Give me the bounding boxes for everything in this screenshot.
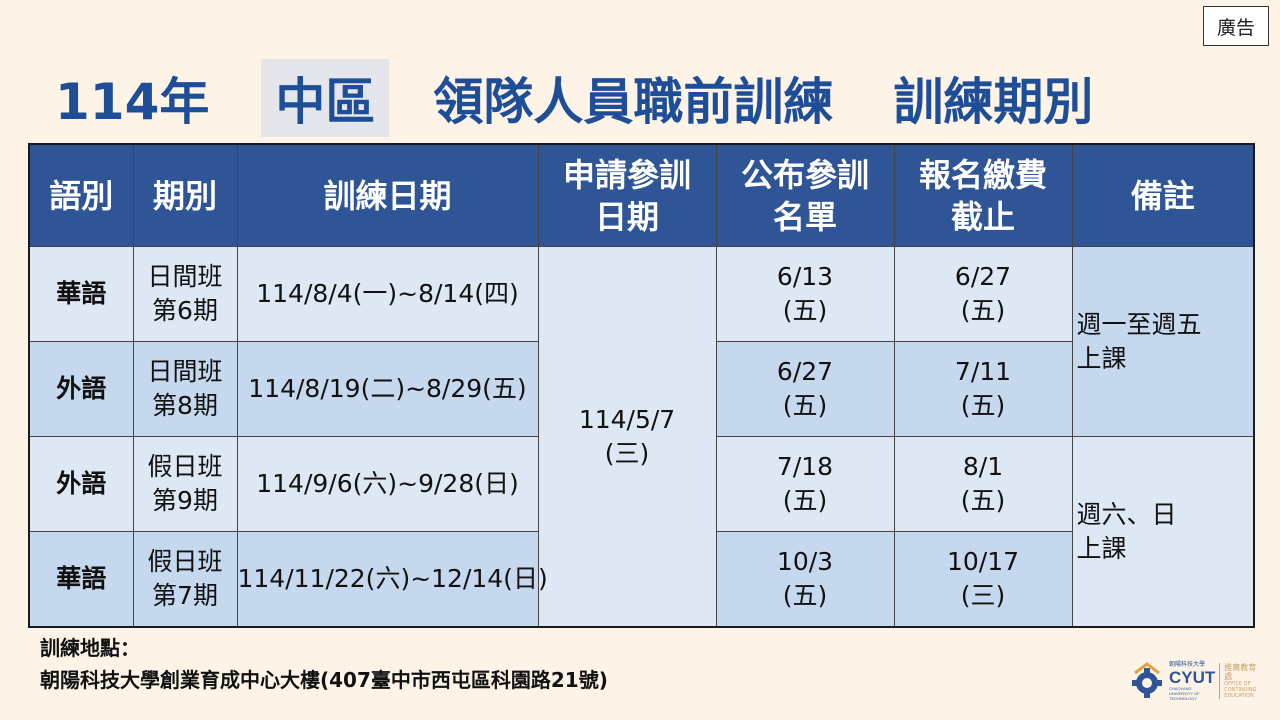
period-class: 日間班: [147, 357, 223, 386]
publish-weekday: (五): [782, 486, 828, 515]
training-location: 訓練地點： 朝陽科技大學創業育成中心大樓(407臺中市西屯區科園路21號): [40, 632, 608, 696]
publish-date: 7/18: [776, 452, 834, 481]
table-row: 華語 假日班 第7期 114/11/22(六)~12/14(日) 10/3 (五…: [28, 531, 1254, 628]
cell-apply-date: 114/5/7 (三): [537, 246, 717, 628]
header-line-1: 公布參訓: [740, 155, 869, 194]
cell-publish-date: 10/3 (五): [715, 531, 895, 628]
cell-training-dates: 114/8/4(一)~8/14(四): [236, 246, 539, 342]
cell-language: 外語: [28, 436, 134, 532]
cell-training-dates: 114/8/19(二)~8/29(五): [236, 341, 539, 437]
note-line-2: 上課: [1076, 533, 1127, 563]
deadline-date: 8/1: [962, 452, 1004, 481]
cell-note: 週一至週五 上課: [1071, 246, 1255, 437]
note-line-2: 上課: [1076, 343, 1127, 373]
title-subject: 訓練期別: [893, 73, 1094, 131]
period-class: 假日班: [147, 452, 223, 481]
header-line-1: 申請參訓: [562, 155, 691, 194]
publish-weekday: (五): [782, 581, 828, 610]
location-label: 訓練地點：: [40, 636, 140, 660]
header-training-dates: 訓練日期: [236, 143, 539, 247]
cell-language: 華語: [28, 531, 134, 628]
cell-language: 外語: [28, 341, 134, 437]
title-year: 114年: [55, 73, 210, 131]
cell-publish-date: 6/13 (五): [715, 246, 895, 342]
cell-publish-date: 6/27 (五): [715, 341, 895, 437]
cell-training-dates: 114/9/6(六)~9/28(日): [236, 436, 539, 532]
header-period: 期別: [132, 143, 238, 247]
table-row: 外語 假日班 第9期 114/9/6(六)~9/28(日) 7/18 (五) 8…: [28, 436, 1255, 628]
cell-deadline: 7/11 (五): [893, 341, 1073, 437]
cell-period: 假日班 第9期: [132, 436, 238, 532]
cell-language: 華語: [28, 246, 134, 342]
logo-office: 推廣教育處 OFFICE OF CONTINUING EDUCATION: [1219, 663, 1262, 699]
header-payment-deadline: 報名繳費 截止: [893, 143, 1073, 247]
header-publish-list: 公布參訓 名單: [715, 143, 895, 247]
table-header-row: 語別 期別 訓練日期 申請參訓 日期 公布參訓 名單 報名繳費 截止 備註: [28, 143, 1255, 247]
cell-publish-date: 7/18 (五): [715, 436, 895, 532]
location-address: 朝陽科技大學創業育成中心大樓(407臺中市西屯區科園路21號): [40, 668, 608, 692]
deadline-weekday: (五): [960, 296, 1006, 325]
cell-period: 日間班 第6期: [132, 246, 238, 342]
cell-note: 週六、日 上課: [1071, 436, 1255, 628]
cell-deadline: 8/1 (五): [893, 436, 1073, 532]
logo-text: 朝陽科技大學 CYUT CHAOYANG UNIVERSITY OF TECHN…: [1169, 661, 1216, 701]
deadline-weekday: (三): [960, 581, 1006, 610]
deadline-weekday: (五): [960, 391, 1006, 420]
deadline-date: 7/11: [954, 357, 1012, 386]
cell-training-dates: 114/11/22(六)~12/14(日): [236, 531, 548, 628]
deadline-date: 10/17: [946, 547, 1020, 576]
note-line-1: 週六、日: [1076, 499, 1177, 529]
cell-period: 假日班 第7期: [132, 531, 238, 628]
header-notes: 備註: [1071, 143, 1255, 247]
schedule-table: 語別 期別 訓練日期 申請參訓 日期 公布參訓 名單 報名繳費 截止 備註 華語 日間…: [28, 143, 1255, 628]
header-line-1: 報名繳費: [918, 155, 1047, 194]
publish-date: 6/13: [776, 262, 834, 291]
period-number: 第7期: [152, 581, 218, 610]
cell-deadline: 10/17 (三): [893, 531, 1073, 628]
title-region: 中區: [261, 59, 390, 137]
cell-deadline: 6/27 (五): [893, 246, 1073, 342]
header-line-2: 日期: [594, 197, 659, 236]
period-number: 第8期: [152, 391, 218, 420]
apply-weekday: (三): [604, 438, 650, 468]
cyut-logo: 朝陽科技大學 CYUT CHAOYANG UNIVERSITY OF TECHN…: [1127, 660, 1257, 702]
table-row: 外語 日間班 第8期 114/8/19(二)~8/29(五) 6/27 (五) …: [28, 341, 1254, 437]
title-course: 領隊人員職前訓練: [433, 73, 834, 131]
header-line-2: 截止: [950, 197, 1015, 236]
period-number: 第6期: [152, 296, 218, 325]
ad-badge: 廣告: [1203, 6, 1269, 46]
period-class: 日間班: [147, 262, 223, 291]
cell-period: 日間班 第8期: [132, 341, 238, 437]
publish-date: 6/27: [776, 357, 834, 386]
page-title: 114年 中區 領隊人員職前訓練 訓練期別: [55, 58, 1093, 138]
gear-icon: [1127, 661, 1167, 701]
apply-date: 114/5/7: [578, 404, 676, 434]
note-line-1: 週一至週五: [1076, 309, 1202, 339]
table-row: 華語 日間班 第6期 114/8/4(一)~8/14(四) 114/5/7 (三…: [28, 246, 1255, 628]
header-apply-date: 申請參訓 日期: [537, 143, 717, 247]
publish-weekday: (五): [782, 296, 828, 325]
deadline-weekday: (五): [960, 486, 1006, 515]
deadline-date: 6/27: [954, 262, 1012, 291]
publish-date: 10/3: [776, 547, 834, 576]
header-language: 語別: [28, 143, 134, 247]
header-line-2: 名單: [772, 197, 837, 236]
period-class: 假日班: [147, 547, 223, 576]
publish-weekday: (五): [782, 391, 828, 420]
period-number: 第9期: [152, 486, 218, 515]
